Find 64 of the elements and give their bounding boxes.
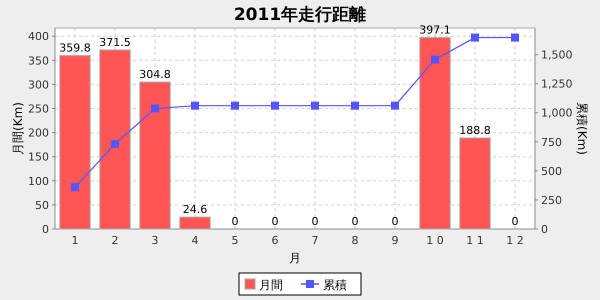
- data-label: 0: [392, 215, 398, 228]
- legend-label: 累積: [323, 278, 347, 292]
- x-tick-label: 2: [112, 234, 118, 247]
- point: [151, 104, 159, 113]
- x-tick-label: 5: [232, 234, 238, 247]
- data-label: 0: [352, 215, 358, 228]
- point: [471, 34, 479, 42]
- y2-tick-label: 1,000: [541, 106, 572, 120]
- x-tick-label: 9: [392, 234, 398, 247]
- y2-tick-label: 0: [541, 223, 548, 236]
- x-tick-label: 1 0: [426, 234, 444, 247]
- bar: [59, 55, 91, 230]
- data-label: 0: [232, 215, 238, 228]
- bar: [99, 49, 131, 230]
- x-tick-label: 1 1: [466, 234, 484, 247]
- data-label: 359.8: [59, 42, 91, 55]
- data-label: 0: [272, 215, 278, 228]
- y-tick-label: 350: [28, 54, 49, 68]
- point: [71, 183, 79, 192]
- y-tick-label: 0: [42, 223, 49, 236]
- bar: [179, 216, 211, 230]
- chart-title: 2011年走行距離: [234, 5, 366, 25]
- point: [431, 56, 439, 64]
- point: [231, 102, 239, 110]
- data-label: 371.5: [99, 36, 131, 49]
- y-axis-title: 月間(Km): [11, 102, 25, 155]
- data-label: 24.6: [182, 203, 208, 216]
- bar: [419, 37, 451, 230]
- y2-tick-label: 750: [541, 136, 562, 149]
- data-label: 188.8: [459, 124, 491, 137]
- y-tick-label: 400: [28, 30, 49, 44]
- y2-tick-label: 1,250: [541, 78, 572, 91]
- y2-tick-label: 500: [541, 164, 562, 178]
- bar: [459, 137, 491, 230]
- point: [511, 34, 519, 42]
- x-tick-label: 4: [192, 234, 198, 247]
- y-tick-label: 50: [35, 198, 49, 212]
- y-tick-label: 200: [28, 126, 49, 140]
- y-tick-label: 300: [28, 78, 49, 92]
- y-tick-label: 100: [28, 174, 49, 188]
- y2-tick-label: 250: [541, 194, 562, 207]
- y2-tick-label: 1,500: [541, 48, 572, 62]
- point: [351, 102, 359, 110]
- legend-label: 月間: [259, 278, 283, 292]
- x-axis-title: 月: [289, 251, 301, 265]
- data-label: 304.8: [139, 68, 171, 82]
- point: [391, 102, 399, 110]
- x-tick-label: 7: [312, 234, 318, 247]
- point: [311, 102, 319, 110]
- data-label: 0: [312, 215, 318, 228]
- point: [271, 102, 279, 110]
- x-tick-label: 1 2: [506, 234, 524, 247]
- bar: [139, 82, 171, 230]
- x-tick-label: 1: [72, 234, 78, 247]
- y-tick-label: 250: [28, 102, 49, 116]
- y-tick-label: 150: [28, 150, 49, 164]
- x-tick-label: 8: [352, 234, 358, 247]
- x-tick-label: 6: [272, 234, 278, 247]
- data-label: 397.1: [419, 24, 451, 37]
- data-label: 0: [512, 215, 518, 228]
- point: [191, 102, 199, 110]
- y2-axis-title: 累積(Km): [575, 102, 589, 155]
- x-tick-label: 3: [152, 234, 158, 247]
- point: [111, 140, 119, 148]
